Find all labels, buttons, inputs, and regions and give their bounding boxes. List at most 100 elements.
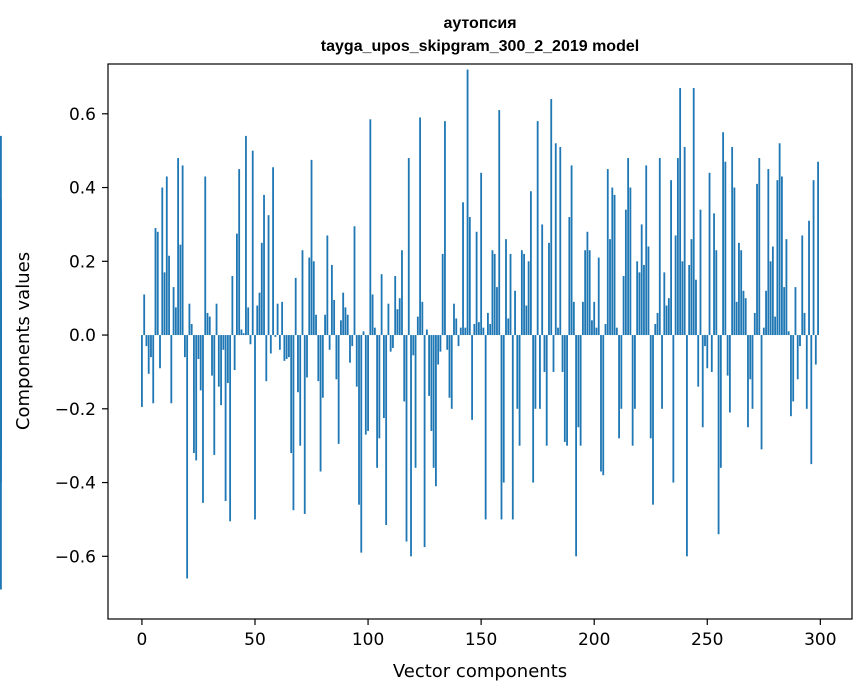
bar-229 — [658, 158, 661, 336]
y-tick-label: 0.0 — [69, 326, 96, 346]
bar-50 — [254, 335, 256, 520]
bar-5 — [152, 335, 155, 404]
bar-270 — [751, 335, 754, 409]
bar-44 — [240, 329, 243, 336]
bar-129 — [432, 335, 435, 468]
bar-181 — [550, 99, 553, 336]
bar-3 — [147, 335, 150, 374]
bar-15 — [174, 307, 177, 336]
bar-258 — [724, 161, 727, 336]
bar-197 — [586, 231, 589, 336]
chart-title: аутопсия — [443, 15, 516, 32]
bar-128 — [430, 335, 433, 431]
bar-42 — [236, 233, 238, 336]
x-tick-label: 150 — [465, 630, 497, 650]
bar-171 — [527, 261, 530, 336]
bar-67 — [292, 335, 295, 511]
bar-85 — [333, 300, 336, 336]
bar-160 — [502, 335, 505, 483]
bar-125 — [423, 335, 426, 548]
bar-141 — [459, 327, 462, 336]
y-axis-ticks: −0.6 −0.4 −0.2 0.0 0.2 0.4 0.6 — [55, 105, 108, 567]
bar-223 — [645, 165, 648, 336]
bar-169 — [523, 253, 525, 336]
bar-279 — [771, 246, 774, 336]
bar-136 — [448, 335, 451, 398]
bar-27 — [202, 335, 204, 503]
bar-256 — [719, 335, 722, 468]
bar-199 — [591, 320, 593, 336]
bar-251 — [708, 172, 711, 336]
bar-186 — [561, 335, 564, 372]
bar-177 — [541, 224, 544, 336]
bar-135 — [446, 335, 449, 350]
bar-271 — [753, 312, 756, 336]
bar-215 — [627, 158, 630, 336]
bar-217 — [631, 335, 634, 446]
bar-21 — [188, 303, 191, 336]
bar-6 — [154, 228, 157, 336]
bar-14 — [172, 287, 175, 336]
bar-167 — [518, 335, 521, 446]
bar-209 — [613, 194, 616, 336]
x-tick-label: 250 — [691, 630, 723, 650]
bar-26 — [199, 335, 202, 391]
bar-255 — [717, 335, 720, 535]
bar-111 — [392, 335, 394, 348]
bar-22 — [190, 323, 193, 336]
bar-31 — [211, 335, 213, 376]
bar-72 — [303, 335, 306, 514]
bar-293 — [803, 312, 806, 336]
bar-114 — [398, 298, 401, 336]
bar-4 — [150, 335, 152, 358]
bar-154 — [489, 323, 492, 336]
bar-170 — [525, 305, 528, 336]
bar-183 — [554, 143, 557, 336]
bar-208 — [611, 187, 614, 336]
bar-231 — [663, 272, 666, 336]
bar-203 — [600, 335, 602, 472]
bar-276 — [765, 290, 767, 336]
bar-286 — [787, 331, 790, 336]
bar-224 — [647, 246, 650, 336]
bar-108 — [385, 335, 388, 525]
bar-246 — [697, 335, 700, 387]
bar-17 — [179, 244, 182, 336]
bar-176 — [539, 335, 541, 409]
bar-267 — [744, 298, 747, 336]
bar-68 — [294, 277, 297, 336]
bar-159 — [500, 335, 503, 520]
bar-287 — [790, 335, 792, 417]
bar-235 — [672, 335, 675, 483]
bar-71 — [301, 250, 304, 336]
bar-272 — [756, 183, 758, 336]
bar-134 — [444, 121, 446, 336]
bar-147 — [473, 323, 476, 336]
bar-149 — [477, 322, 480, 336]
y-tick-label: −0.2 — [55, 400, 96, 420]
bar-297 — [812, 180, 815, 336]
bar-241 — [686, 335, 688, 557]
bar-76 — [312, 261, 315, 336]
bar-298 — [814, 335, 817, 365]
bar-103 — [373, 327, 376, 336]
bar-63 — [283, 335, 286, 361]
bar-131 — [437, 335, 440, 365]
x-tick-label: 300 — [804, 630, 836, 650]
bar-263 — [735, 301, 738, 336]
bar-222 — [643, 264, 645, 336]
bar-86 — [335, 335, 338, 380]
bar-274 — [760, 335, 763, 450]
bar-188 — [566, 335, 568, 446]
bar-155 — [491, 250, 494, 336]
bar-213 — [622, 276, 625, 336]
bar-285 — [785, 239, 788, 336]
bar-99 — [364, 335, 367, 435]
bar-193 — [577, 335, 580, 428]
bar-8 — [159, 335, 161, 369]
bar-90 — [344, 307, 347, 336]
bar-96 — [358, 335, 360, 505]
bar-117 — [405, 335, 408, 542]
bar-82 — [326, 235, 329, 336]
bar-55 — [265, 335, 268, 382]
